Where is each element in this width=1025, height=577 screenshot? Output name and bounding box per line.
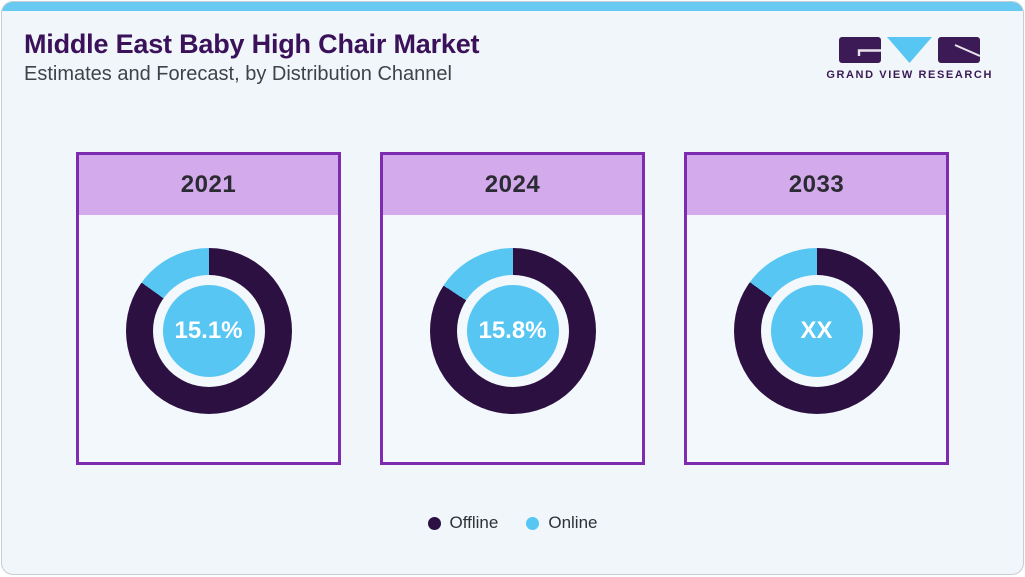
year-label-2033: 2033 [687,155,946,215]
page-subtitle: Estimates and Forecast, by Distribution … [24,63,452,85]
donut-hole: 15.1% [152,274,265,387]
figure-header: Middle East Baby High Chair Market Estim… [2,11,1023,86]
year-card-2024: 2024 15.8% [380,152,645,465]
donut-hole: 15.8% [456,274,569,387]
grand-view-research-logo: GRAND VIEW RESEARCH [826,37,993,81]
donut-center-value-2021: 15.1% [162,284,255,377]
page-title: Middle East Baby High Chair Market [24,29,480,59]
donut-chart-2021: 15.1% [125,247,292,414]
donut-center-value-2033: XX [770,284,863,377]
donut-center-value-2024: 15.8% [466,284,559,377]
online-color-swatch [526,516,540,530]
card-body-2024: 15.8% [383,215,642,462]
year-cards-row: 2021 15.1% 2024 15.8% 2033 [2,152,1023,465]
year-label-2021: 2021 [79,155,338,215]
top-accent-bar [2,2,1023,11]
legend-label-offline: Offline [449,513,499,532]
year-card-2021: 2021 15.1% [76,152,341,465]
title-block: Middle East Baby High Chair Market Estim… [24,29,480,86]
gvr-logo-mark [839,37,981,63]
legend-item-online: Online [526,513,597,533]
legend-label-online: Online [548,513,598,532]
offline-color-swatch [427,516,441,530]
legend-item-offline: Offline [427,513,499,533]
card-body-2021: 15.1% [79,215,338,462]
donut-hole: XX [760,274,873,387]
card-body-2033: XX [687,215,946,462]
donut-chart-2024: 15.8% [429,247,596,414]
year-card-2033: 2033 XX [684,152,949,465]
year-label-2024: 2024 [383,155,642,215]
chart-legend: Offline Online [2,513,1023,533]
donut-chart-2033: XX [733,247,900,414]
gvr-logo-text: GRAND VIEW RESEARCH [826,69,993,81]
